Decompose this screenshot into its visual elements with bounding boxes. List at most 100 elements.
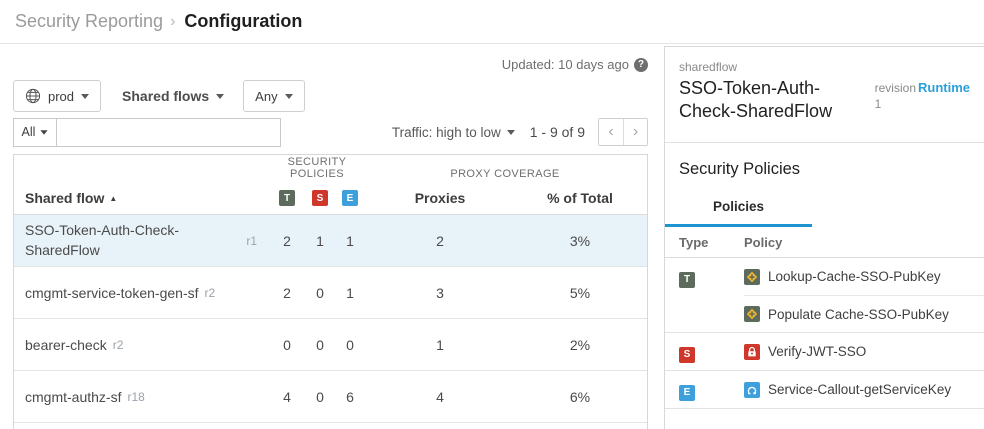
table-row-bearer-check[interactable]: bearer-check r2 0 0 0 1 2% (14, 319, 647, 371)
s-count: 0 (316, 336, 324, 353)
updated-label: Updated: 10 days ago (501, 57, 629, 72)
detail-panel: sharedflow SSO-Token-Auth-Check-SharedFl… (664, 46, 984, 429)
t-count: 4 (283, 388, 291, 405)
t-count: 0 (283, 336, 291, 353)
detail-title: SSO-Token-Auth-Check-SharedFlow (679, 78, 833, 122)
proxy-coverage-group-header: PROXY COVERAGE (450, 168, 560, 180)
environment-value: prod (48, 88, 75, 104)
policy-group-extension: E Service-Callout-getServiceKey (665, 371, 984, 409)
search-control: All (13, 117, 281, 147)
policy-name: Service-Callout-getServiceKey (768, 382, 952, 397)
caret-down-icon (81, 93, 90, 99)
shared-flow-name: SSO-Token-Auth-Check-SharedFlow (25, 221, 180, 258)
search-scope-value: All (21, 125, 36, 139)
t-count: 2 (283, 232, 291, 249)
report-pane: Updated: 10 days ago ? prod Shared flows (0, 44, 664, 429)
policy-row: Lookup-Cache-SSO-PubKey (744, 258, 984, 295)
proxies-count: 1 (436, 336, 444, 353)
e-count: 6 (346, 388, 354, 405)
breadcrumb-separator: › (170, 12, 176, 30)
traffic-mgmt-badge: T (279, 190, 295, 206)
policy-row: Verify-JWT-SSO (744, 333, 984, 370)
proxies-count: 2 (436, 232, 444, 249)
breadcrumb: Security Reporting › Configuration (0, 0, 984, 44)
policy-name: Verify-JWT-SSO (768, 344, 867, 359)
security-badge: S (679, 346, 695, 363)
tab-policies[interactable]: Policies (713, 199, 765, 214)
t-count: 2 (283, 284, 291, 301)
cache-icon (744, 306, 760, 322)
shared-flow-header-label: Shared flow (25, 190, 105, 206)
revision-label: revision (874, 81, 916, 95)
policy-name: Populate Cache-SSO-PubKey (768, 306, 949, 322)
shared-flow-name: cmgmt-authz-sf (25, 388, 122, 405)
shared-flows-table: SECURITY POLICIES PROXY COVERAGE Shared … (13, 154, 648, 429)
page-title: Configuration (184, 11, 303, 31)
policy-name: Lookup-Cache-SSO-PubKey (768, 269, 941, 284)
scope-label: Shared flows (122, 88, 210, 104)
pct-total-column-header: % of Total (547, 190, 613, 206)
pagination-range: 1 - 9 of 9 (529, 124, 585, 140)
traffic-sort-dropdown[interactable]: Traffic: high to low (392, 125, 515, 140)
security-policies-section-title: Security Policies (679, 160, 801, 178)
lock-icon (744, 343, 760, 360)
s-count: 0 (316, 284, 324, 301)
caret-down-icon (284, 93, 293, 99)
search-input[interactable] (57, 118, 280, 146)
shared-flow-name: bearer-check (25, 336, 107, 353)
traffic-mgmt-badge: T (679, 271, 695, 288)
caret-down-icon (40, 129, 49, 135)
shared-flow-name: cmgmt-service-token-gen-sf (25, 284, 199, 301)
next-page-button[interactable]: › (623, 119, 647, 145)
e-count: 0 (346, 336, 354, 353)
breadcrumb-parent-link[interactable]: Security Reporting (15, 11, 164, 31)
e-count: 1 (346, 232, 354, 249)
globe-icon (25, 88, 41, 104)
revision-label: r18 (127, 389, 145, 404)
prev-page-button[interactable]: ‹ (599, 119, 623, 145)
help-icon[interactable]: ? (634, 57, 648, 72)
policy-group-traffic: T Lookup-Cache-SSO-PubKey (665, 258, 984, 333)
security-badge: S (312, 190, 328, 206)
s-count: 0 (316, 388, 324, 405)
detail-type-label: sharedflow (679, 60, 738, 74)
service-callout-icon (744, 381, 760, 398)
proxies-count: 3 (436, 284, 444, 301)
proxies-column-header: Proxies (414, 190, 466, 206)
scope-dropdown[interactable]: Shared flows (122, 88, 225, 104)
s-count: 1 (316, 232, 324, 249)
any-filter-dropdown[interactable]: Any (243, 80, 305, 112)
extension-badge: E (679, 384, 695, 401)
cache-icon (744, 268, 760, 285)
table-row-cmgmt-service-token-gen[interactable]: cmgmt-service-token-gen-sf r2 2 0 1 3 5% (14, 267, 647, 319)
revision-label: r2 (112, 337, 124, 352)
pct-total-value: 5% (569, 284, 591, 301)
revision-label: r2 (204, 285, 216, 300)
shared-flow-column-header[interactable]: Shared flow ▲ (14, 190, 269, 206)
environment-dropdown[interactable]: prod (13, 80, 102, 112)
pct-total-value: 2% (569, 336, 591, 353)
table-row-sso-token-auth-check[interactable]: SSO-Token-Auth-Check-SharedFlow r1 2 1 1… (14, 215, 647, 267)
policy-row: Service-Callout-getServiceKey (744, 371, 984, 408)
extension-badge: E (342, 190, 358, 206)
policy-row: Populate Cache-SSO-PubKey (744, 295, 984, 332)
caret-down-icon (216, 93, 225, 99)
search-scope-dropdown[interactable]: All (14, 118, 57, 146)
policy-group-security: S Verify-JWT-SSO (665, 333, 984, 371)
policy-column-header: Policy (744, 234, 783, 250)
revision-value: 1 (874, 97, 882, 111)
proxies-count: 4 (436, 388, 444, 405)
revision-label: r1 (246, 233, 257, 248)
pct-total-value: 3% (569, 232, 591, 249)
traffic-sort-label: Traffic: high to low (391, 124, 501, 140)
runtime-link[interactable]: Runtime (918, 80, 970, 95)
e-count: 1 (346, 284, 354, 301)
type-column-header: Type (679, 234, 709, 250)
pct-total-value: 6% (569, 388, 591, 405)
caret-down-icon (506, 129, 515, 135)
table-row-cmgmt-authz[interactable]: cmgmt-authz-sf r18 4 0 6 4 6% (14, 371, 647, 423)
sort-ascending-icon: ▲ (109, 193, 118, 203)
any-filter-value: Any (255, 88, 278, 104)
security-policies-group-header: SECURITY POLICIES (287, 156, 347, 180)
